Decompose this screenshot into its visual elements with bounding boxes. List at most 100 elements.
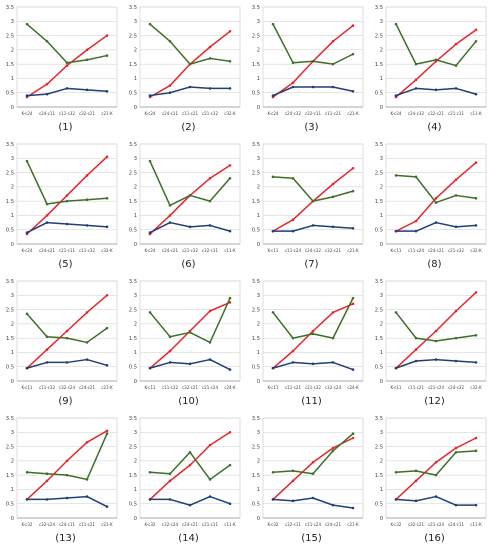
plot-frame	[385, 417, 487, 519]
data-point-green	[85, 198, 89, 202]
y-tick-label: 2.5	[129, 33, 137, 39]
data-point-green	[331, 449, 335, 453]
y-tick-label: 2	[257, 185, 260, 191]
data-point-blue	[168, 221, 172, 224]
data-point-red	[474, 28, 478, 32]
data-point-red	[291, 349, 295, 353]
data-point-green	[168, 39, 172, 43]
y-tick-label: 1.5	[375, 336, 383, 342]
y-tick-label: 2	[380, 459, 383, 465]
x-tick-label: c24-c21	[325, 522, 341, 527]
series-line-green	[149, 297, 231, 344]
y-tick-label: 1.5	[6, 199, 14, 205]
x-tick-label: c24-c32	[305, 248, 321, 253]
data-point-red	[105, 429, 109, 433]
chart-caption: (6)	[181, 259, 195, 270]
y-tick-label: 0	[257, 516, 260, 522]
y-tick-label: 3	[11, 156, 14, 162]
data-point-red	[474, 291, 478, 294]
y-tick-label: 2	[257, 322, 260, 328]
x-tick-label: c21-c11	[59, 248, 75, 253]
data-point-green	[454, 450, 458, 454]
y-tick-label: 0	[257, 379, 260, 385]
x-tick-label: c32-K	[101, 248, 113, 253]
data-point-blue	[188, 362, 192, 366]
y-tick-label: 3.5	[129, 142, 137, 148]
data-point-blue	[351, 226, 355, 230]
data-point-blue	[291, 499, 295, 503]
data-point-red	[311, 329, 315, 333]
data-point-green	[271, 311, 275, 314]
data-point-green	[434, 339, 438, 343]
y-tick-label: 0.5	[129, 502, 137, 508]
chart-6: 0 0.5 1 1.5 2 2.5 3 3.5 K-c24 c24-c21 c21-c32 c32-c…	[129, 142, 241, 270]
x-tick-label: c21-c24	[202, 385, 218, 390]
data-point-green	[25, 470, 29, 474]
chart-16: 0 0.5 1 1.5 2 2.5 3 3.5 K-c32 c32-c21 c21-c24 c24-c…	[375, 416, 487, 544]
x-tick-label: c21-K	[347, 111, 359, 116]
y-tick-label: 2.5	[129, 307, 137, 313]
y-tick-label: 3.5	[6, 279, 14, 285]
chart-caption: (3)	[304, 122, 318, 133]
data-point-green	[311, 59, 315, 63]
data-point-green	[168, 204, 172, 207]
data-point-blue	[414, 229, 418, 233]
y-tick-label: 3	[380, 19, 383, 25]
y-tick-label: 2	[380, 322, 383, 328]
data-point-green	[105, 54, 109, 57]
y-tick-label: 3.5	[375, 142, 383, 148]
y-tick-label: 0.5	[6, 91, 14, 97]
chart-11: 0 0.5 1 1.5 2 2.5 3 3.5 K-c11 c11-c21 c21-c32 c32-c…	[252, 279, 364, 407]
data-point-green	[85, 58, 89, 62]
x-tick-label: c24-c11	[162, 111, 178, 116]
x-tick-label: c11-c24	[305, 522, 321, 527]
y-tick-label: 3	[11, 19, 14, 25]
y-tick-label: 0.5	[6, 502, 14, 508]
data-point-green	[331, 195, 335, 199]
data-point-green	[188, 331, 192, 334]
y-tick-label: 2.5	[6, 33, 14, 39]
data-point-blue	[414, 87, 418, 90]
series-line-green	[272, 433, 354, 475]
x-tick-label: c11-c32	[79, 248, 95, 253]
y-tick-label: 0.5	[6, 365, 14, 371]
x-tick-label: c24-c11	[448, 522, 464, 527]
chart-14: 0 0.5 1 1.5 2 2.5 3 3.5 K-c32 c32-c24 c24-c21 c21-c…	[129, 416, 241, 544]
data-point-red	[331, 39, 335, 43]
data-point-green	[228, 463, 232, 467]
data-point-red	[414, 78, 418, 82]
chart-caption: (1)	[58, 122, 72, 133]
data-point-blue	[414, 499, 418, 503]
x-tick-label: c24-c32	[448, 385, 464, 390]
data-point-green	[414, 336, 418, 340]
x-tick-label: c11-c21	[325, 111, 341, 116]
y-tick-label: 0.5	[252, 502, 260, 508]
data-point-red	[85, 174, 89, 177]
y-tick-label: 2	[11, 322, 14, 328]
data-point-blue	[65, 87, 69, 90]
y-tick-label: 0.5	[375, 228, 383, 234]
y-tick-label: 3.5	[375, 5, 383, 11]
y-tick-label: 2	[380, 185, 383, 191]
data-point-blue	[311, 85, 315, 89]
x-tick-label: c11-K	[470, 522, 482, 527]
x-tick-label: c11-K	[224, 522, 236, 527]
data-point-blue	[291, 229, 295, 233]
y-tick-label: 1	[257, 76, 260, 82]
data-point-blue	[228, 368, 232, 371]
y-tick-label: 1	[257, 350, 260, 356]
data-point-red	[291, 218, 295, 222]
chart-caption: (10)	[178, 396, 199, 407]
x-tick-label: K-c11	[391, 248, 402, 253]
x-tick-label: K-c11	[391, 385, 402, 390]
series-line-red	[149, 164, 231, 235]
chart-caption: (9)	[58, 396, 72, 407]
x-tick-label: c21-K	[101, 522, 113, 527]
series-line-green	[149, 160, 231, 207]
series-line-green	[26, 433, 108, 481]
chart-caption: (11)	[301, 396, 322, 407]
data-point-red	[168, 349, 172, 353]
data-point-green	[25, 22, 29, 26]
y-tick-label: 3	[257, 430, 260, 436]
data-point-green	[311, 472, 315, 476]
